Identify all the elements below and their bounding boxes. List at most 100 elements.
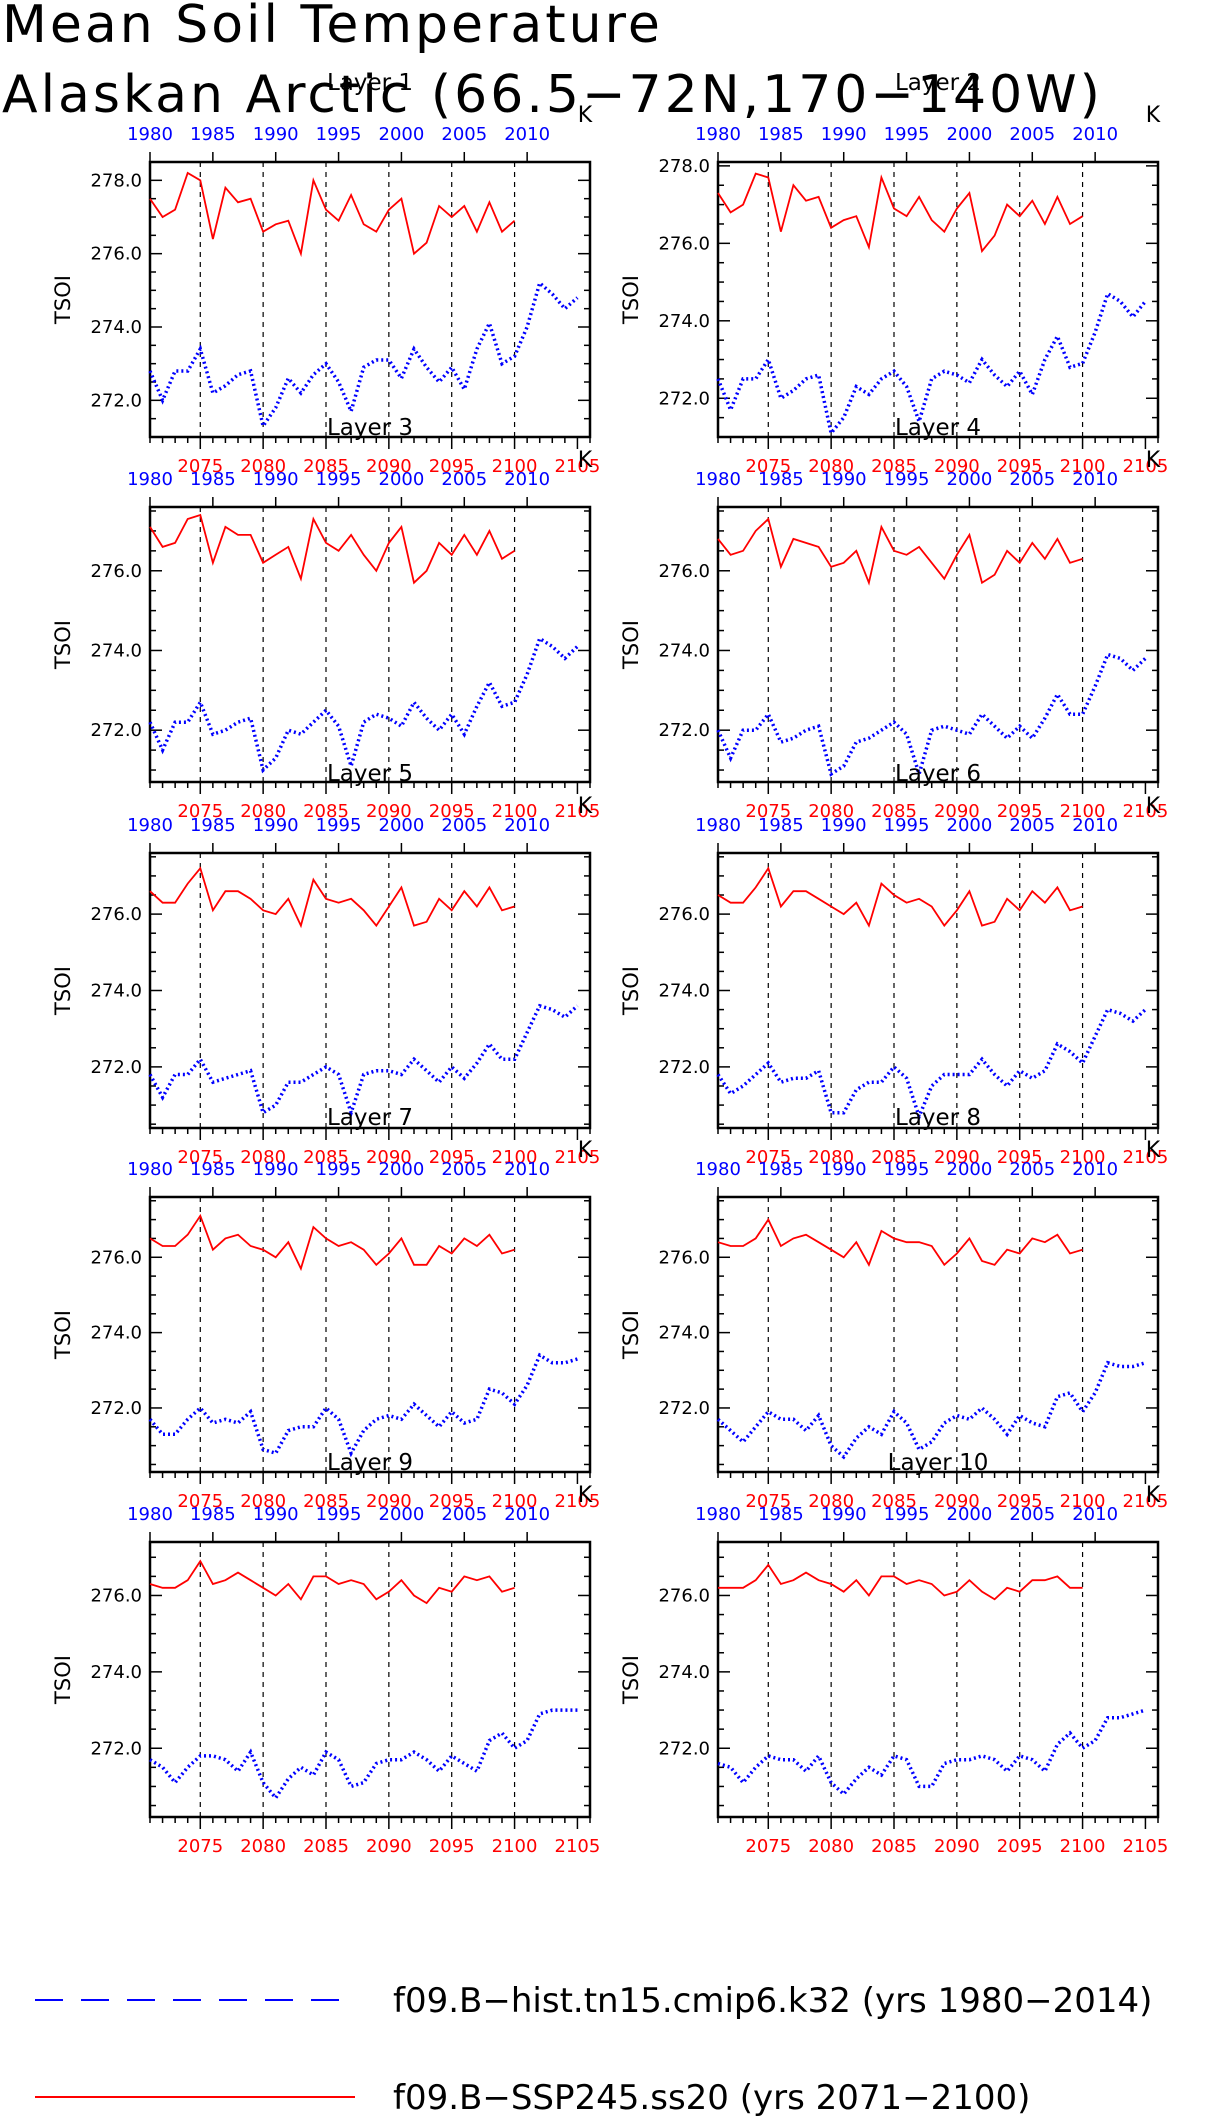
chart-6-xlabel-ssp-2095: 2095 xyxy=(997,1147,1043,1168)
chart-4-xlabel-hist-1985: 1985 xyxy=(758,469,804,490)
chart-2-xlabel-hist-1985: 1985 xyxy=(758,124,804,145)
chart-3-xlabel-ssp-2095: 2095 xyxy=(429,801,475,822)
chart-3-xlabel-hist-2000: 2000 xyxy=(379,469,425,490)
chart-8-series-hist xyxy=(716,1360,1146,1460)
chart-2-xlabel-ssp-2100: 2100 xyxy=(1060,456,1106,477)
chart-3-xlabel-ssp-2085: 2085 xyxy=(303,801,349,822)
chart-4-xlabel-hist-1980: 1980 xyxy=(695,469,741,490)
chart-10-xlabel-ssp-2080: 2080 xyxy=(808,1836,854,1857)
chart-panel-7: Layer 7 2075 2080 2085 2090 2095 2100 2105 1980 1… xyxy=(51,1105,600,1512)
chart-8-ylabel-title: TSOI xyxy=(619,1310,643,1360)
chart-8-xlabel-ssp-2095: 2095 xyxy=(997,1491,1043,1512)
chart-5-xlabel-hist-1995: 1995 xyxy=(316,815,362,836)
chart-4-xlabel-ssp-2085: 2085 xyxy=(871,801,917,822)
chart-8-xlabel-hist-1990: 1990 xyxy=(821,1159,867,1180)
chart-7-units-label: K xyxy=(578,1138,593,1163)
chart-6-ylabel-276.0: 276.0 xyxy=(658,904,710,925)
chart-5-xlabel-hist-2005: 2005 xyxy=(441,815,487,836)
chart-6-xlabel-hist-2010: 2010 xyxy=(1072,815,1118,836)
chart-5-ylabel-title: TSOI xyxy=(51,966,75,1016)
chart-9-xlabel-hist-1980: 1980 xyxy=(127,1504,173,1525)
chart-8-units-label: K xyxy=(1146,1138,1161,1163)
chart-2-xlabel-hist-1995: 1995 xyxy=(884,124,930,145)
chart-8-xlabel-hist-1985: 1985 xyxy=(758,1159,804,1180)
chart-7-xlabel-ssp-2095: 2095 xyxy=(429,1491,475,1512)
chart-5-xlabel-hist-2010: 2010 xyxy=(504,815,550,836)
chart-9-units-label: K xyxy=(578,1483,593,1508)
chart-5-xlabel-ssp-2100: 2100 xyxy=(492,1147,538,1168)
chart-5-xlabel-ssp-2105: 2105 xyxy=(555,1147,601,1168)
chart-2-ylabel-title: TSOI xyxy=(619,275,643,325)
chart-3-xlabel-ssp-2100: 2100 xyxy=(492,801,538,822)
chart-8-ylabel-276.0: 276.0 xyxy=(658,1247,710,1268)
chart-3-xlabel-ssp-2105: 2105 xyxy=(555,801,601,822)
chart-8-xlabel-hist-2005: 2005 xyxy=(1009,1159,1055,1180)
chart-4-xlabel-ssp-2080: 2080 xyxy=(808,801,854,822)
chart-3-xlabel-ssp-2075: 2075 xyxy=(177,801,223,822)
chart-10-frame xyxy=(716,1540,1160,1819)
chart-7-xlabel-ssp-2085: 2085 xyxy=(303,1491,349,1512)
chart-5-xlabel-ssp-2075: 2075 xyxy=(177,1147,223,1168)
chart-1-xlabel-ssp-2100: 2100 xyxy=(492,456,538,477)
chart-7-xlabel-hist-2000: 2000 xyxy=(379,1159,425,1180)
chart-5-xlabel-ssp-2090: 2090 xyxy=(366,1147,412,1168)
chart-panel-1: Layer 1 2075 2080 2085 2090 2095 2100 2105 1980 1… xyxy=(51,70,600,477)
chart-6-xlabel-hist-1980: 1980 xyxy=(695,815,741,836)
chart-8-xlabel-ssp-2080: 2080 xyxy=(808,1491,854,1512)
chart-3-xlabel-hist-2005: 2005 xyxy=(441,469,487,490)
chart-1-ylabel-278.0: 278.0 xyxy=(90,170,142,191)
chart-1-xlabel-hist-1990: 1990 xyxy=(253,124,299,145)
chart-7-ylabel-272.0: 272.0 xyxy=(90,1398,142,1419)
chart-9-xlabel-ssp-2085: 2085 xyxy=(303,1836,349,1857)
chart-1-xlabel-hist-2000: 2000 xyxy=(379,124,425,145)
chart-2-series-ssp xyxy=(717,172,1084,254)
figure-title-line2: Alaskan Arctic (66.5−72N,170−140W) xyxy=(2,65,1103,125)
chart-4-xlabel-ssp-2090: 2090 xyxy=(934,801,980,822)
chart-3-ylabel-274.0: 274.0 xyxy=(90,640,142,661)
chart-2-xlabel-ssp-2105: 2105 xyxy=(1123,456,1169,477)
chart-9-frame xyxy=(148,1540,592,1819)
chart-3-xlabel-hist-1990: 1990 xyxy=(253,469,299,490)
chart-9-xlabel-ssp-2080: 2080 xyxy=(240,1836,286,1857)
chart-9-xlabel-ssp-2100: 2100 xyxy=(492,1836,538,1857)
chart-5-xlabel-ssp-2095: 2095 xyxy=(429,1147,475,1168)
chart-3-ylabel-276.0: 276.0 xyxy=(90,561,142,582)
chart-3-ylabel-272.0: 272.0 xyxy=(90,720,142,741)
chart-3-xlabel-ssp-2080: 2080 xyxy=(240,801,286,822)
chart-2-xlabel-hist-1980: 1980 xyxy=(695,124,741,145)
chart-4-ylabel-274.0: 274.0 xyxy=(658,640,710,661)
chart-10-xlabel-hist-2005: 2005 xyxy=(1009,1504,1055,1525)
chart-1-xlabel-hist-2005: 2005 xyxy=(441,124,487,145)
chart-3-xlabel-hist-2010: 2010 xyxy=(504,469,550,490)
chart-10-series-hist xyxy=(717,1708,1146,1797)
chart-8-xlabel-ssp-2090: 2090 xyxy=(934,1491,980,1512)
chart-1-units-label: K xyxy=(578,103,593,128)
figure-title-line1: Mean Soil Temperature xyxy=(2,0,663,55)
chart-2-xlabel-ssp-2090: 2090 xyxy=(934,456,980,477)
chart-1-xlabel-ssp-2075: 2075 xyxy=(177,456,223,477)
chart-2-ylabel-276.0: 276.0 xyxy=(658,233,710,254)
chart-5-units-label: K xyxy=(578,794,593,819)
chart-8-xlabel-ssp-2075: 2075 xyxy=(745,1491,791,1512)
chart-6-xlabel-ssp-2075: 2075 xyxy=(745,1147,791,1168)
legend-ssp-label: f09.B−SSP245.ss20 (yrs 2071−2100) xyxy=(393,2078,1030,2118)
chart-1-xlabel-ssp-2090: 2090 xyxy=(366,456,412,477)
chart-1-xlabel-hist-1995: 1995 xyxy=(316,124,362,145)
chart-4-ylabel-276.0: 276.0 xyxy=(658,561,710,582)
chart-2-xlabel-ssp-2080: 2080 xyxy=(808,456,854,477)
chart-7-xlabel-ssp-2080: 2080 xyxy=(240,1491,286,1512)
chart-6-series-ssp xyxy=(717,866,1083,928)
chart-5-ylabel-276.0: 276.0 xyxy=(90,904,142,925)
chart-8-frame xyxy=(716,1195,1160,1474)
chart-5-xlabel-hist-1990: 1990 xyxy=(253,815,299,836)
chart-10-xlabel-hist-1990: 1990 xyxy=(821,1504,867,1525)
chart-9-xlabel-hist-2010: 2010 xyxy=(504,1504,550,1525)
chart-4-units-label: K xyxy=(1146,448,1161,473)
chart-8-title: Layer 8 xyxy=(895,1105,981,1131)
chart-7-xlabel-hist-2005: 2005 xyxy=(441,1159,487,1180)
chart-4-xlabel-ssp-2105: 2105 xyxy=(1123,801,1169,822)
chart-10-xlabel-ssp-2100: 2100 xyxy=(1060,1836,1106,1857)
chart-7-ylabel-276.0: 276.0 xyxy=(90,1247,142,1268)
chart-1-xlabel-ssp-2105: 2105 xyxy=(555,456,601,477)
